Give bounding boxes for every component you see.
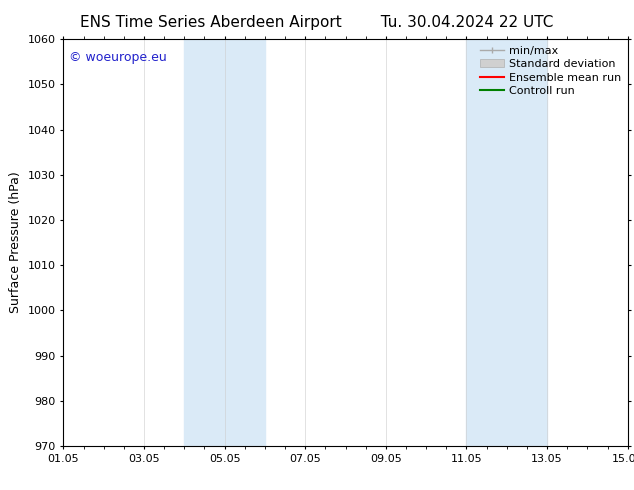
Bar [184, 39, 265, 446]
Y-axis label: Surface Pressure (hPa): Surface Pressure (hPa) [9, 172, 22, 314]
Text: © woeurope.eu: © woeurope.eu [69, 51, 167, 64]
Bar [467, 39, 547, 446]
Legend: min/max, Standard deviation, Ensemble mean run, Controll run: min/max, Standard deviation, Ensemble me… [476, 42, 625, 100]
Text: ENS Time Series Aberdeen Airport        Tu. 30.04.2024 22 UTC: ENS Time Series Aberdeen Airport Tu. 30.… [81, 15, 553, 30]
